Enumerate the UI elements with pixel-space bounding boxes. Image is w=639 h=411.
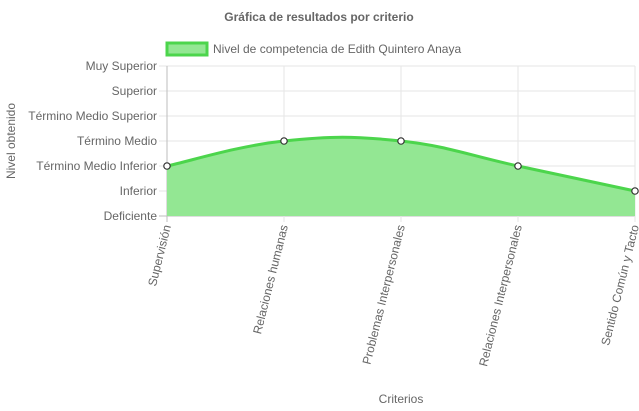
data-points: [163, 137, 639, 195]
series-area-fill: [167, 137, 635, 216]
y-tick-label: Inferior: [120, 184, 157, 198]
y-tick-label: Deficiente: [104, 209, 158, 223]
x-axis-label: Criterios: [379, 392, 424, 406]
x-tick-label: Sentido Común y Tacto: [598, 223, 639, 347]
data-point[interactable]: [631, 187, 639, 195]
y-tick-label: Superior: [112, 84, 157, 98]
legend-label: Nivel de competencia de Edith Quintero A…: [213, 42, 461, 56]
x-tick-label: Relaciones humanas: [250, 223, 291, 335]
y-tick-label: Término Medio Inferior: [36, 159, 157, 173]
data-point[interactable]: [280, 137, 288, 145]
plot-area: [166, 135, 636, 216]
y-tick-label: Término Medio Superior: [28, 109, 157, 123]
x-tick-label: Relaciones Interpersonales: [476, 223, 525, 367]
x-tick-label: Supervisión: [145, 223, 174, 287]
legend-swatch: [165, 41, 209, 57]
y-tick-label: Muy Superior: [86, 59, 157, 73]
x-axis-ticks: Supervisión Relaciones humanas Problemas I…: [145, 223, 639, 368]
x-tick-label: Problemas Interpersonales: [360, 223, 408, 366]
data-point[interactable]: [163, 162, 171, 170]
data-point[interactable]: [514, 162, 522, 170]
chart-title: Gráfica de resultados por criterio: [224, 10, 413, 24]
y-axis-ticks: Deficiente Inferior Término Medio Inferior…: [28, 59, 157, 223]
y-axis-label: Nivel obtenido: [4, 103, 18, 179]
data-point[interactable]: [397, 137, 405, 145]
y-tick-label: Término Medio: [77, 134, 157, 148]
legend[interactable]: Nivel de competencia de Edith Quintero A…: [165, 41, 461, 57]
